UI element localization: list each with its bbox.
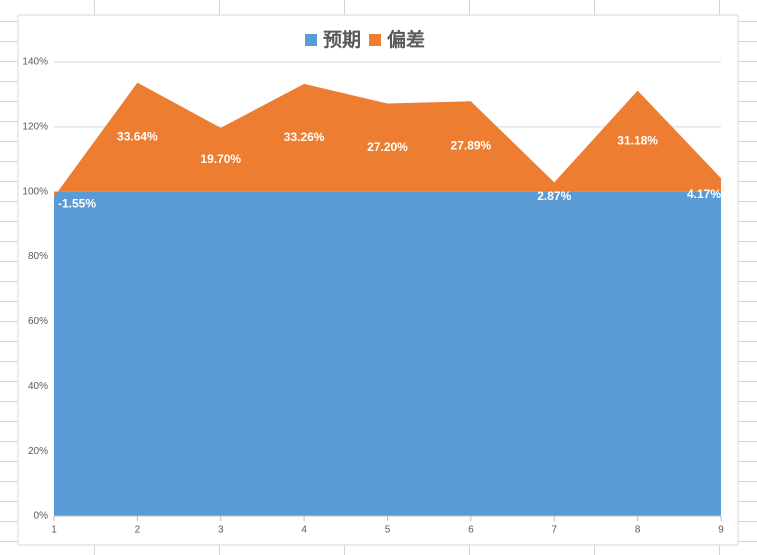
y-tick-label: 140% xyxy=(22,57,48,68)
y-tick-label: 40% xyxy=(28,381,48,392)
y-tick-label: 100% xyxy=(22,186,48,197)
area xyxy=(54,82,721,197)
legend-label: 偏差 xyxy=(387,28,425,51)
data-label: 27.89% xyxy=(451,139,492,153)
x-tick-label: 2 xyxy=(135,525,141,536)
data-label: 31.18% xyxy=(617,133,658,147)
data-label: 33.64% xyxy=(117,129,158,143)
x-tick-label: 9 xyxy=(718,525,724,536)
x-tick-label: 5 xyxy=(385,525,391,536)
data-label: 4.17% xyxy=(687,187,721,201)
legend-swatch xyxy=(305,34,317,46)
data-label: 19.70% xyxy=(200,152,241,166)
legend-swatch xyxy=(369,34,382,46)
x-tick-label: 3 xyxy=(218,525,224,536)
y-tick-label: 120% xyxy=(22,121,48,132)
x-tick-label: 8 xyxy=(635,525,641,536)
y-tick-label: 20% xyxy=(28,446,48,457)
x-tick-label: 4 xyxy=(301,525,307,536)
x-tick-label: 7 xyxy=(551,525,557,536)
y-tick-label: 60% xyxy=(28,316,48,327)
y-tick-label: 80% xyxy=(28,251,48,262)
legend-label: 预期 xyxy=(323,29,361,51)
data-label: -1.55% xyxy=(58,196,96,210)
data-label: 27.20% xyxy=(367,140,408,154)
data-label: 2.87% xyxy=(537,189,571,203)
x-tick-label: 6 xyxy=(468,525,474,536)
y-tick-label: 0% xyxy=(34,511,49,522)
data-label: 33.26% xyxy=(284,130,325,144)
area xyxy=(54,191,721,516)
x-tick-label: 1 xyxy=(51,525,57,536)
